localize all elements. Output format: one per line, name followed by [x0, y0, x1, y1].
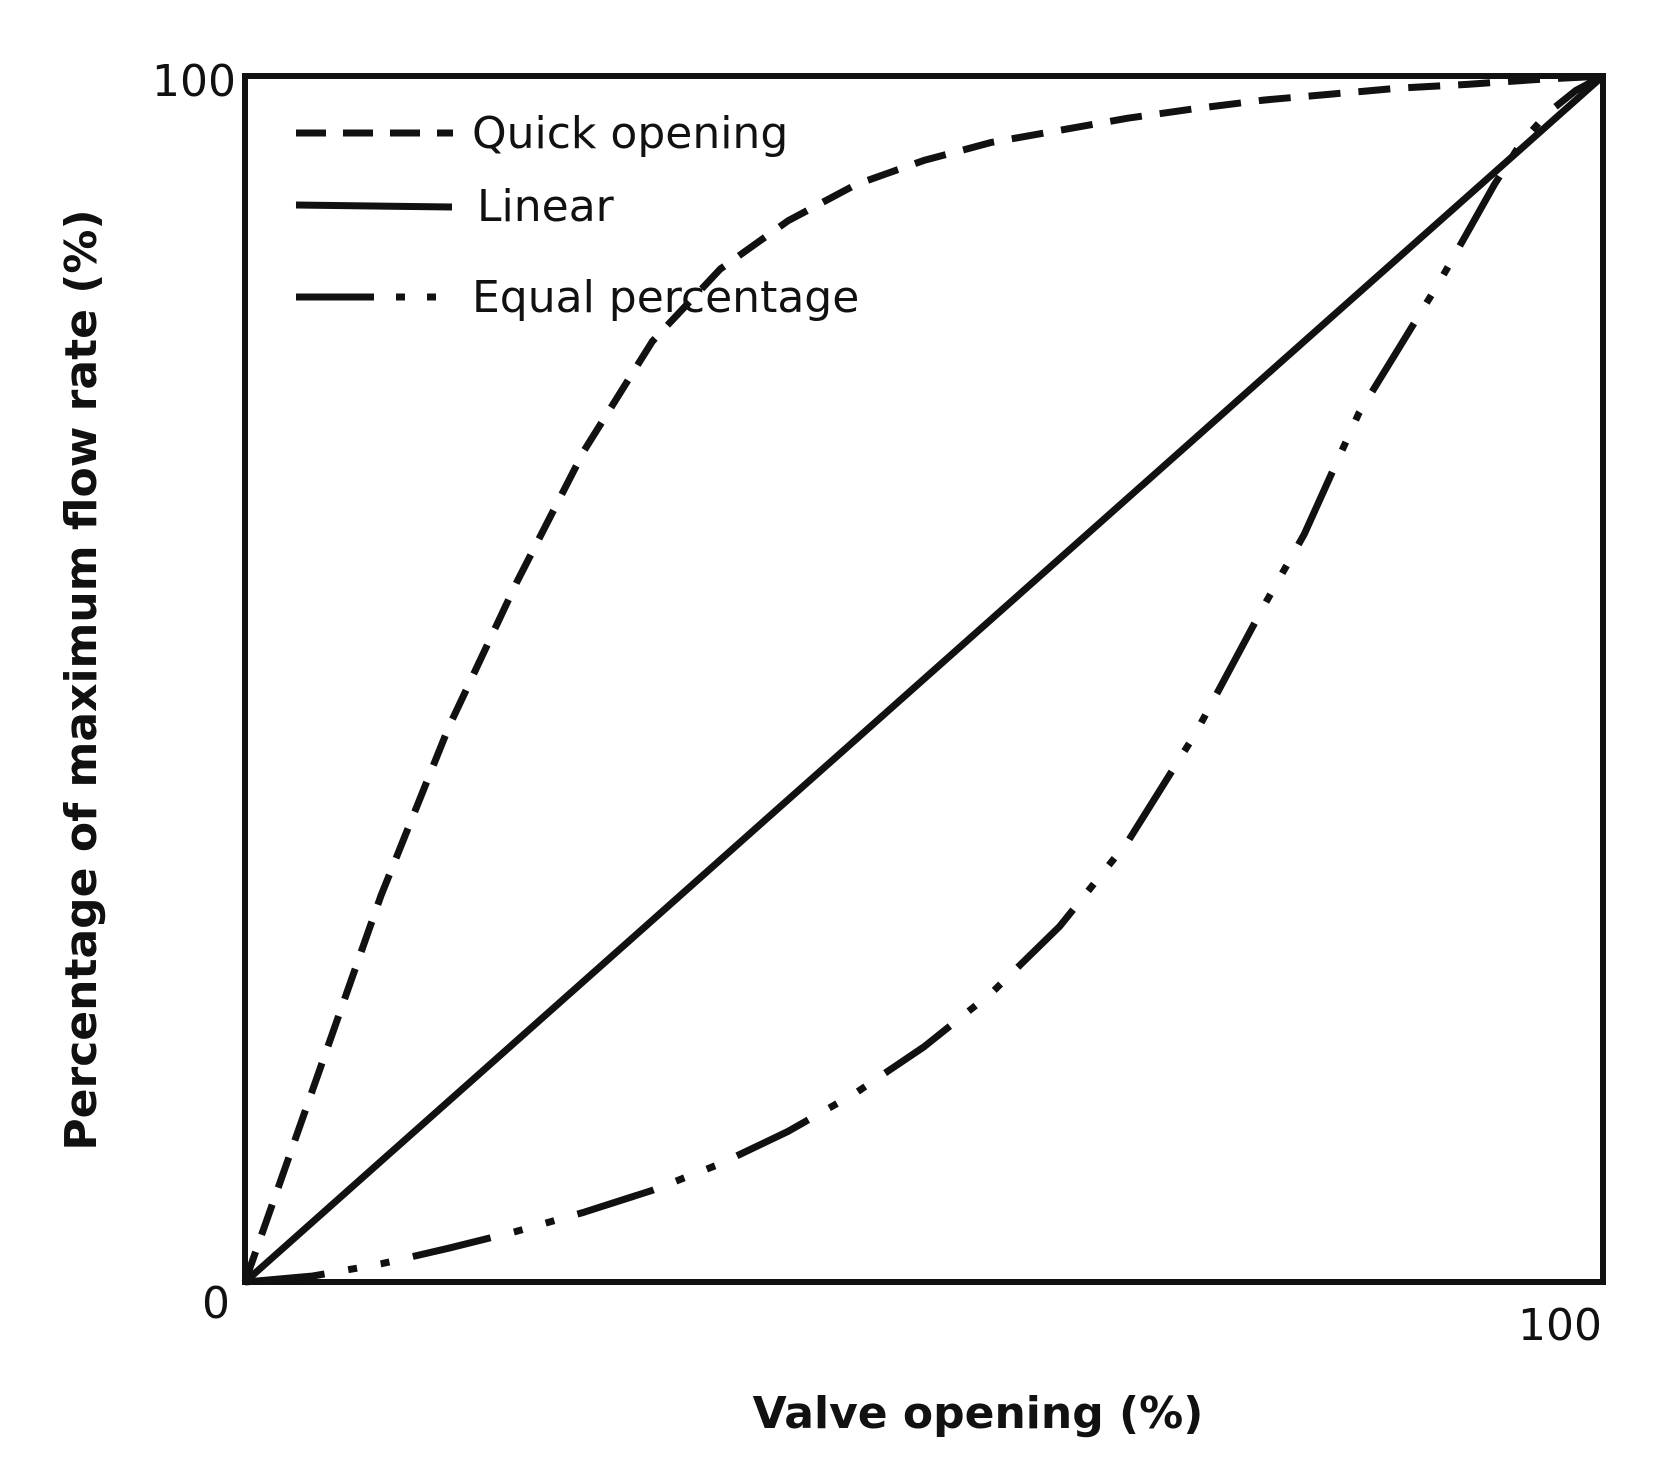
legend: Quick opening Linear Equal percentage [295, 108, 859, 323]
x-tick-label-right: 100 [1518, 1300, 1602, 1351]
legend-swatch-linear [295, 201, 453, 211]
axis-ticks: 100 0 100 [152, 56, 1602, 1351]
legend-label-equal-percentage: Equal percentage [472, 272, 859, 323]
series-layer [241, 72, 1606, 1286]
legend-label-quick-opening: Quick opening [472, 108, 788, 159]
plot-area [242, 73, 1606, 1285]
legend-label-linear: Linear [477, 181, 615, 232]
y-tick-label-bottom: 0 [202, 1278, 230, 1329]
series-line-quick-opening [241, 72, 1604, 1284]
x-axis-label: Valve opening (%) [753, 1388, 1204, 1439]
y-tick-label-top: 100 [152, 56, 236, 107]
axis-labels: Valve opening (%) Percentage of maximum … [56, 209, 1203, 1439]
series-line-linear [242, 73, 1606, 1285]
series-line-equal-percentage [244, 72, 1605, 1286]
y-axis-label: Percentage of maximum flow rate (%) [56, 209, 107, 1150]
plot-frame [242, 73, 1606, 1285]
